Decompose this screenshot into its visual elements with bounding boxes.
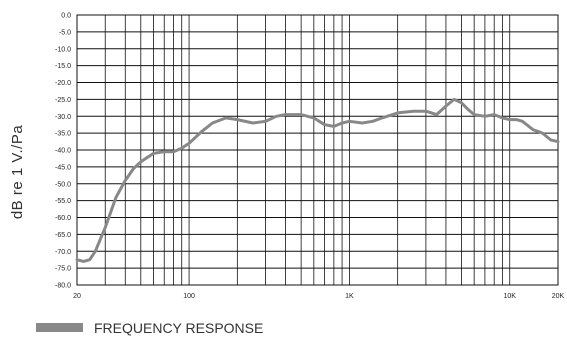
- y-tick-label: -80.0: [55, 283, 71, 290]
- y-tick-label: -25.0: [55, 97, 71, 104]
- y-tick-label: -20.0: [55, 80, 71, 87]
- x-tick-label: 100: [183, 293, 195, 300]
- y-tick-label: -60.0: [55, 215, 71, 222]
- x-tick-label: 10K: [504, 293, 517, 300]
- y-tick-label: -40.0: [55, 148, 71, 155]
- y-tick-label: -35.0: [55, 131, 71, 138]
- y-tick-label: -15.0: [55, 63, 71, 70]
- x-axis-ticks: 20 100 1K 10K 20K: [73, 293, 564, 300]
- y-tick-label: -70.0: [55, 249, 71, 256]
- y-tick-label: -50.0: [55, 181, 71, 188]
- legend-label: FREQUENCY RESPONSE: [94, 320, 263, 336]
- legend: FREQUENCY RESPONSE: [36, 320, 263, 336]
- legend-swatch: [36, 323, 83, 332]
- y-tick-label: -10.0: [55, 46, 71, 53]
- plot-frame: [76, 14, 559, 286]
- y-tick-label: -75.0: [55, 266, 71, 273]
- y-tick-label: -30.0: [55, 114, 71, 121]
- y-tick-label: -55.0: [55, 198, 71, 205]
- y-axis-label: dB re 1 V./Pa: [9, 125, 26, 219]
- x-tick-label: 1K: [345, 293, 354, 300]
- y-tick-label: 0.0: [61, 13, 71, 20]
- x-tick-label: 20: [73, 293, 81, 300]
- y-tick-label: -65.0: [55, 232, 71, 239]
- y-tick-label: -5.0: [59, 29, 71, 36]
- y-tick-label: -45.0: [55, 164, 71, 171]
- grid: [76, 14, 559, 286]
- frequency-response-line: [75, 97, 560, 263]
- x-tick-label: 20K: [552, 293, 565, 300]
- y-axis-ticks: 0.0 -5.0 -10.0 -15.0 -20.0 -25.0 -30.0 -35.0 -40…: [55, 13, 71, 290]
